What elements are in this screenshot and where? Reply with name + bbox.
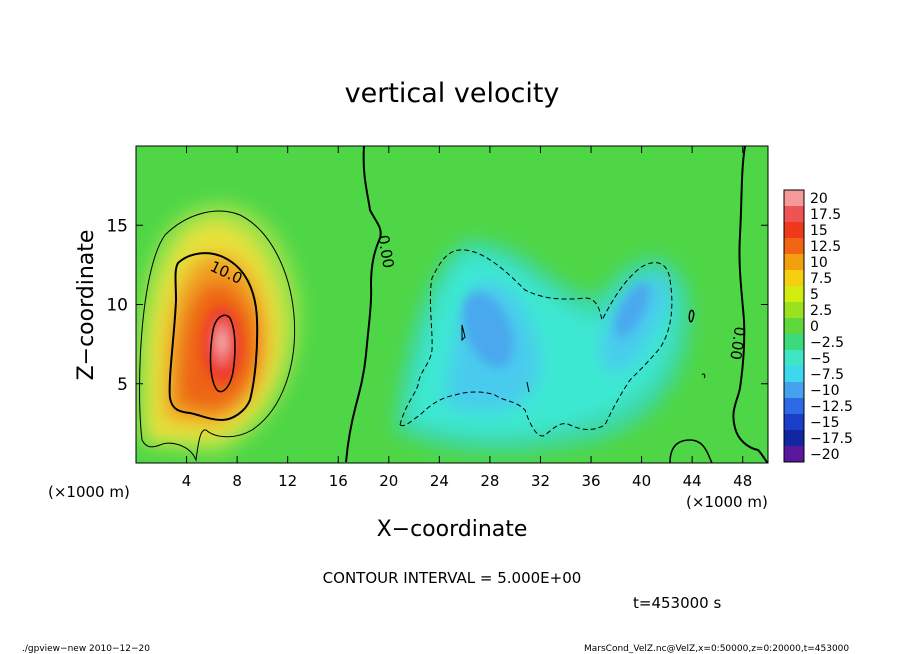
colorbar-swatch (784, 206, 804, 223)
x-tick-label: 16 (329, 472, 348, 490)
x-tick-label: 8 (232, 472, 242, 490)
colorbar-swatch (784, 366, 804, 383)
x-axis-label: X−coordinate (377, 517, 528, 542)
colorbar-swatch (784, 382, 804, 399)
x-tick-label: 28 (480, 472, 499, 490)
contour-zero-right (732, 146, 768, 463)
colorbar-label: 17.5 (810, 207, 841, 223)
colorbar-swatch (784, 350, 804, 367)
contour-zero-small (688, 309, 695, 323)
colorbar-swatch (784, 398, 804, 415)
colorbar-swatch (784, 430, 804, 447)
colorbar-label: 0 (810, 319, 819, 335)
contour-5 (139, 210, 296, 462)
colorbar-swatch (784, 222, 804, 239)
contour-label: 0.00 (374, 234, 398, 270)
colorbar-label: 5 (810, 287, 819, 303)
x-unit-left: (×1000 m) (48, 483, 130, 501)
colorbar-label: 10 (810, 255, 828, 271)
colorbar-swatch (784, 318, 804, 335)
colorbar-label: −10 (810, 383, 840, 399)
x-tick-label: 12 (278, 472, 297, 490)
y-tick-label: 10 (106, 296, 128, 316)
x-tick-label: 36 (581, 472, 600, 490)
contour-zero-left (345, 146, 382, 463)
colorbar-label: −5 (810, 351, 831, 367)
colorbar-label: 15 (810, 223, 828, 239)
contour-neg5-small-c (701, 373, 706, 379)
colorbar-swatch (784, 238, 804, 255)
contour-lines (139, 146, 768, 463)
x-tick-label: 24 (430, 472, 449, 490)
contour-neg5-left (399, 249, 673, 437)
chart-title: vertical velocity (345, 78, 560, 109)
colorbar: 2017.51512.5107.552.50−2.5−5−7.5−10−12.5… (783, 189, 853, 463)
x-tick-label: 40 (632, 472, 651, 490)
colorbar-swatch (784, 446, 804, 463)
y-tick-label: 15 (106, 216, 128, 236)
footer-right: MarsCond_VelZ.nc@VelZ,x=0:50000,z=0:2000… (584, 644, 849, 654)
colorbar-label: 20 (810, 191, 828, 207)
contour-label-layer: 10.0 0.00 0.00 (207, 234, 749, 361)
x-tick-label: 48 (733, 472, 752, 490)
x-unit-right: (×1000 m) (686, 493, 768, 511)
y-tick-label: 5 (117, 375, 128, 395)
contour-neg5-small-a (461, 324, 466, 342)
contour-interval-text: CONTOUR INTERVAL = 5.000E+00 (323, 569, 582, 587)
colorbar-label: −12.5 (810, 399, 853, 415)
x-tick-label: 20 (379, 472, 398, 490)
downdraft-cores (462, 282, 650, 368)
footer-left: ./gpview−new 2010−12−20 (22, 644, 150, 654)
contour-15 (209, 314, 236, 393)
contour-neg5-small-b (526, 381, 530, 393)
colorbar-label: −20 (810, 447, 840, 463)
colorbar-label: −2.5 (810, 335, 844, 351)
contour-zero-bottom (669, 439, 713, 463)
time-stamp: t=453000 s (633, 594, 721, 612)
colorbar-frame (783, 189, 805, 463)
colorbar-label: −7.5 (810, 367, 844, 383)
colorbar-swatch (784, 302, 804, 319)
colorbar-swatch (784, 334, 804, 351)
colorbar-swatch (784, 190, 804, 207)
colorbar-label: −17.5 (810, 431, 853, 447)
y-axis-label: Z−coordinate (74, 230, 99, 381)
colorbar-swatch (784, 254, 804, 271)
colorbar-label: 7.5 (810, 271, 832, 287)
x-tick-label: 44 (683, 472, 702, 490)
colorbar-swatch (784, 286, 804, 303)
colorbar-swatch (784, 414, 804, 431)
contour-label: 0.00 (726, 325, 748, 361)
updraft-core (202, 307, 242, 383)
colorbar-swatch (784, 270, 804, 287)
x-tick-label: 32 (531, 472, 550, 490)
x-tick-label: 4 (182, 472, 192, 490)
contour-10 (168, 252, 259, 422)
colorbar-label: −15 (810, 415, 840, 431)
heatmap-field (136, 146, 768, 463)
colorbar-label: 12.5 (810, 239, 841, 255)
colorbar-label: 2.5 (810, 303, 832, 319)
